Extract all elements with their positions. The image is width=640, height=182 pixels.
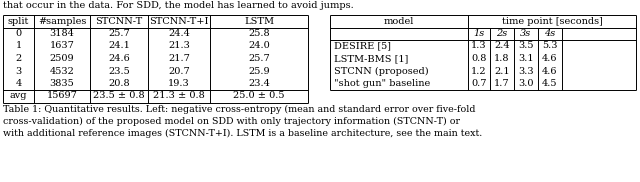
- Text: 3.3: 3.3: [518, 66, 534, 76]
- Text: 25.7: 25.7: [248, 54, 270, 63]
- Text: 20.8: 20.8: [108, 79, 130, 88]
- Text: 4.6: 4.6: [542, 54, 557, 63]
- Text: STCNN (proposed): STCNN (proposed): [334, 66, 429, 76]
- Text: 1.8: 1.8: [494, 54, 509, 63]
- Text: 3184: 3184: [49, 29, 74, 38]
- Text: 25.8: 25.8: [248, 29, 270, 38]
- Text: 20.7: 20.7: [168, 66, 190, 76]
- Text: 25.7: 25.7: [108, 29, 130, 38]
- Text: 2509: 2509: [50, 54, 74, 63]
- Text: 23.5 ± 0.8: 23.5 ± 0.8: [93, 92, 145, 100]
- Text: 3.0: 3.0: [518, 79, 534, 88]
- Text: 1: 1: [15, 41, 22, 50]
- Text: 25.9: 25.9: [248, 66, 270, 76]
- Text: 4.6: 4.6: [542, 66, 557, 76]
- Text: 21.7: 21.7: [168, 54, 190, 63]
- Text: #samples: #samples: [38, 17, 86, 25]
- Text: 21.3: 21.3: [168, 41, 190, 50]
- Text: 1.7: 1.7: [494, 79, 510, 88]
- Text: 3.1: 3.1: [518, 54, 534, 63]
- Text: 2: 2: [15, 54, 22, 63]
- Text: STCNN-T+I: STCNN-T+I: [149, 17, 209, 25]
- Text: 24.1: 24.1: [108, 41, 130, 50]
- Text: 3835: 3835: [50, 79, 74, 88]
- Text: 21.3 ± 0.8: 21.3 ± 0.8: [153, 92, 205, 100]
- Text: 25.0 ± 0.5: 25.0 ± 0.5: [233, 92, 285, 100]
- Text: STCNN-T: STCNN-T: [95, 17, 143, 25]
- Text: Table 1: Quantitative results. Left: negative cross-entropy (mean and standard e: Table 1: Quantitative results. Left: neg…: [3, 104, 483, 138]
- Text: 1.3: 1.3: [471, 41, 487, 50]
- Text: time point [seconds]: time point [seconds]: [502, 17, 602, 25]
- Text: split: split: [8, 17, 29, 25]
- Text: DESIRE [5]: DESIRE [5]: [334, 41, 391, 50]
- Text: 4.5: 4.5: [542, 79, 557, 88]
- Text: 3.5: 3.5: [518, 41, 534, 50]
- Text: 23.5: 23.5: [108, 66, 130, 76]
- Text: 2.4: 2.4: [494, 41, 510, 50]
- Text: 0.7: 0.7: [471, 79, 487, 88]
- Text: 3s: 3s: [520, 29, 532, 38]
- Text: 24.4: 24.4: [168, 29, 190, 38]
- Text: LSTM: LSTM: [244, 17, 274, 25]
- Text: model: model: [384, 17, 414, 25]
- Text: 1.2: 1.2: [471, 66, 487, 76]
- Text: 2.1: 2.1: [494, 66, 510, 76]
- Text: 2s: 2s: [497, 29, 508, 38]
- Text: 1637: 1637: [49, 41, 74, 50]
- Text: 24.0: 24.0: [248, 41, 270, 50]
- Text: 3: 3: [15, 66, 22, 76]
- Text: that occur in the data. For SDD, the model has learned to avoid jumps.: that occur in the data. For SDD, the mod…: [3, 1, 354, 10]
- Text: 24.6: 24.6: [108, 54, 130, 63]
- Text: LSTM-BMS [1]: LSTM-BMS [1]: [334, 54, 408, 63]
- Text: 0.8: 0.8: [471, 54, 486, 63]
- Text: 1s: 1s: [474, 29, 484, 38]
- Text: 19.3: 19.3: [168, 79, 190, 88]
- Text: 4532: 4532: [49, 66, 74, 76]
- Text: avg: avg: [10, 92, 28, 100]
- Text: "shot gun" baseline: "shot gun" baseline: [334, 79, 430, 88]
- Text: 4s: 4s: [545, 29, 556, 38]
- Text: 15697: 15697: [47, 92, 77, 100]
- Text: 4: 4: [15, 79, 22, 88]
- Text: 0: 0: [15, 29, 22, 38]
- Text: 5.3: 5.3: [542, 41, 557, 50]
- Text: 23.4: 23.4: [248, 79, 270, 88]
